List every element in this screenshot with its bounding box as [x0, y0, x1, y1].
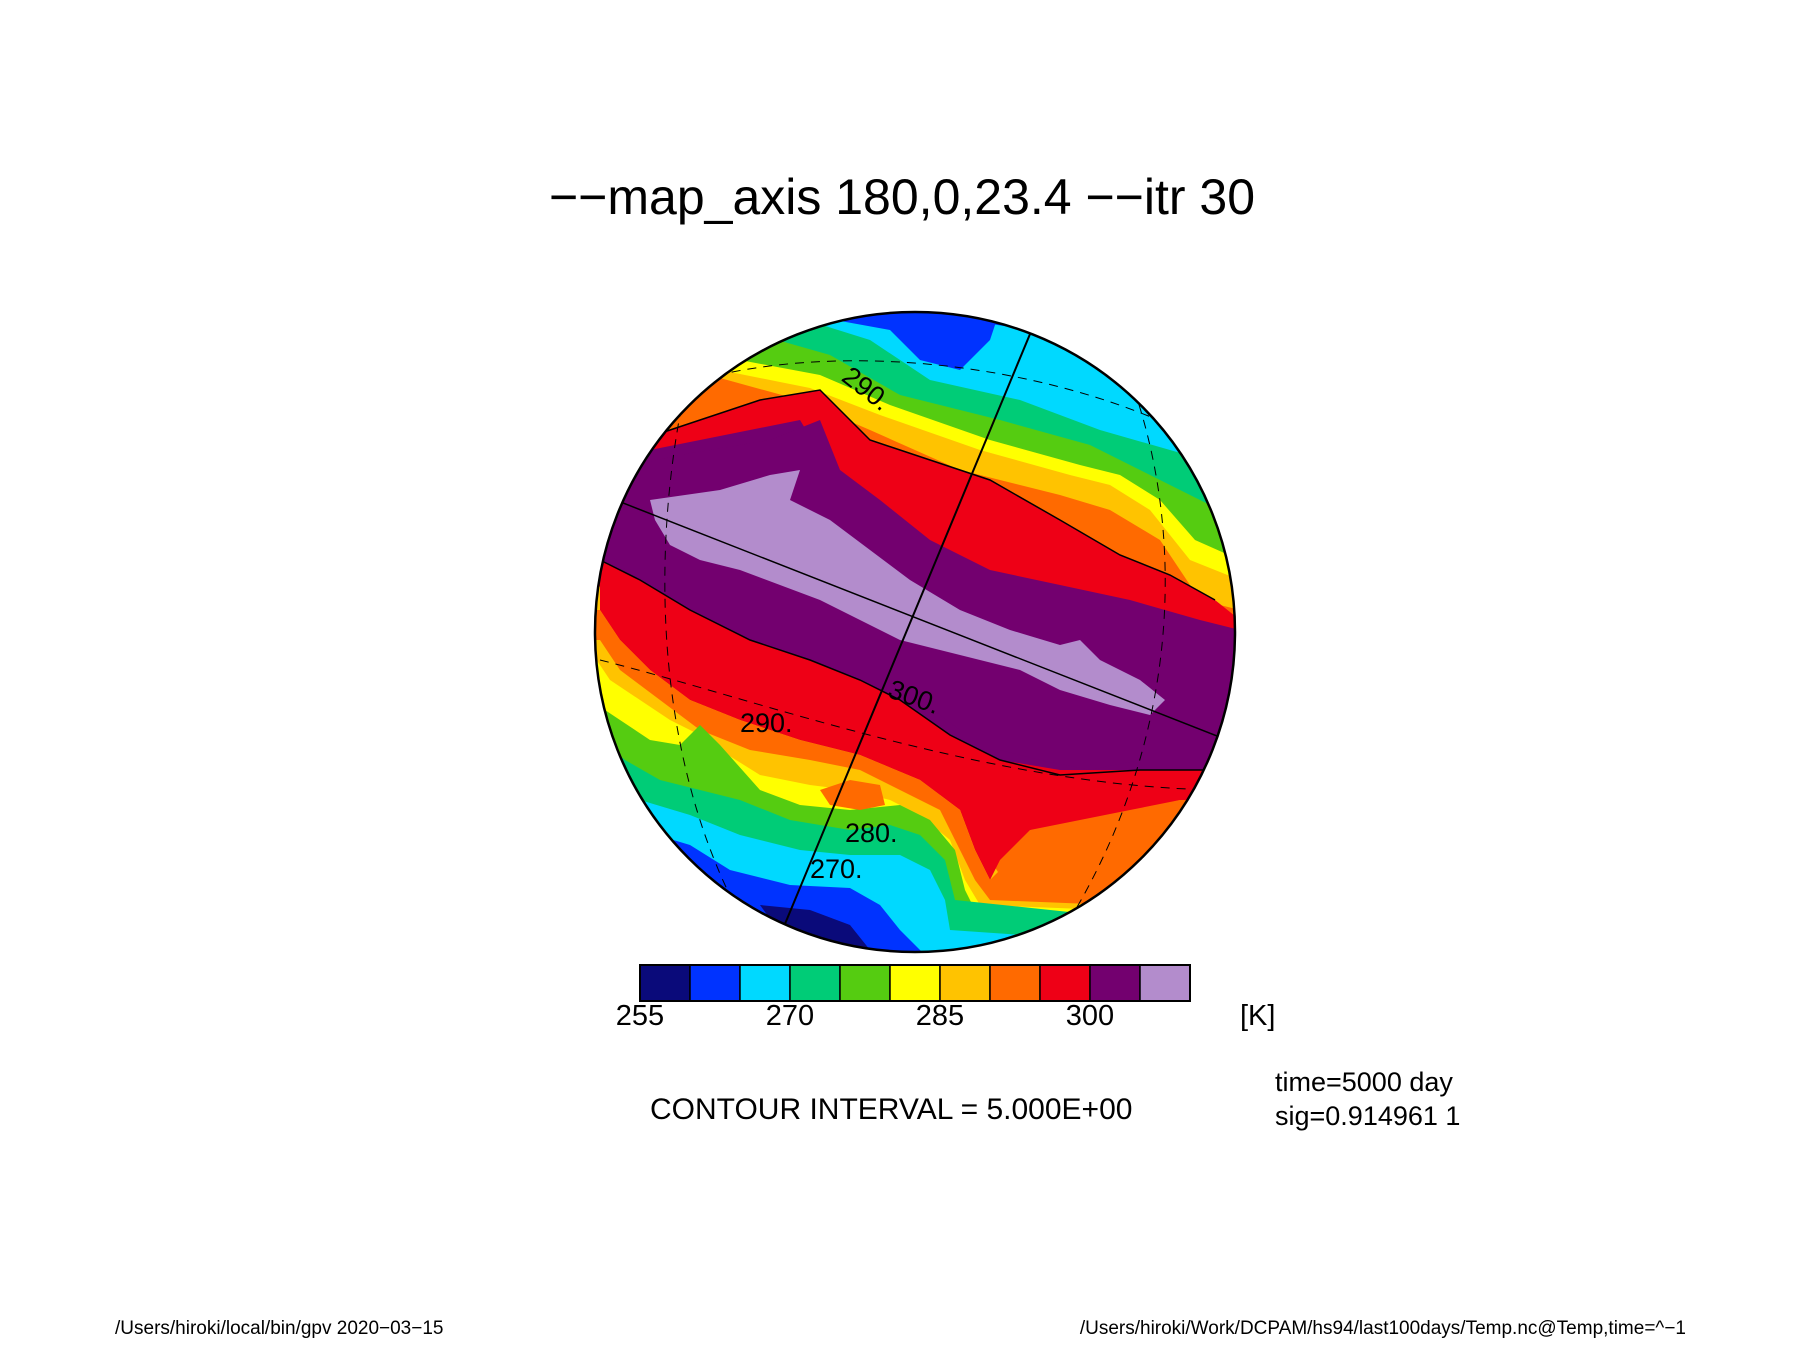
- colorbar-frame: [639, 964, 1191, 1002]
- grid-parallel-north: [639, 360, 1201, 441]
- contour-label: 280.: [845, 818, 898, 848]
- colorbar-tick-label: 270: [765, 1000, 815, 1032]
- colorbar-box: [1139, 964, 1191, 1002]
- time-label: time=5000 day: [1275, 1067, 1453, 1097]
- colorbar-box: [1039, 964, 1091, 1002]
- band-lavender: [650, 470, 1165, 715]
- colorbar-box: [689, 964, 741, 1002]
- colorbar-box: [739, 964, 791, 1002]
- page-title: −−map_axis 180,0,23.4 −−itr 30: [548, 169, 1256, 225]
- footer-data-path: /Users/hiroki/Work/DCPAM/hs94/last100day…: [1079, 1318, 1686, 1339]
- contour-label: 290.: [740, 708, 793, 738]
- band-south-red-2: [600, 560, 1235, 880]
- colorbar-box: [639, 964, 691, 1002]
- globe-lines: [595, 312, 1235, 952]
- colorbar-unit: [K]: [1240, 1000, 1276, 1032]
- contour-south: [599, 559, 1235, 776]
- colorbar-box: [839, 964, 891, 1002]
- colorbar-box: [789, 964, 841, 1002]
- footer-program-path: /Users/hiroki/local/bin/gpv 2020−03−15: [115, 1318, 444, 1339]
- colorbar: [639, 964, 1191, 1002]
- colorbar-tick-label: 300: [1065, 1000, 1115, 1032]
- colorbar-tick-label: 285: [915, 1000, 965, 1032]
- colorbar-box: [939, 964, 991, 1002]
- colorbar-tick-label: 255: [615, 1000, 665, 1032]
- contour-label-group: 290. 300. 290. 280. 270.: [740, 361, 944, 884]
- meridian-line: [769, 312, 1041, 952]
- sigma-label: sig=0.914961 1: [1275, 1101, 1461, 1131]
- colorbar-box: [989, 964, 1041, 1002]
- contour-label: 270.: [810, 854, 863, 884]
- contour-north: [639, 389, 1216, 601]
- grid-parallel-south: [599, 659, 1231, 791]
- globe-outline: [593, 310, 1237, 954]
- grid-meridian-west: [664, 329, 761, 951]
- colorbar-box: [889, 964, 941, 1002]
- contour-interval-label: CONTOUR INTERVAL = 5.000E+00: [650, 1093, 1133, 1126]
- band-north-blue-top: [780, 312, 1000, 370]
- equator-line: [595, 489, 1235, 746]
- colorbar-box: [1089, 964, 1141, 1002]
